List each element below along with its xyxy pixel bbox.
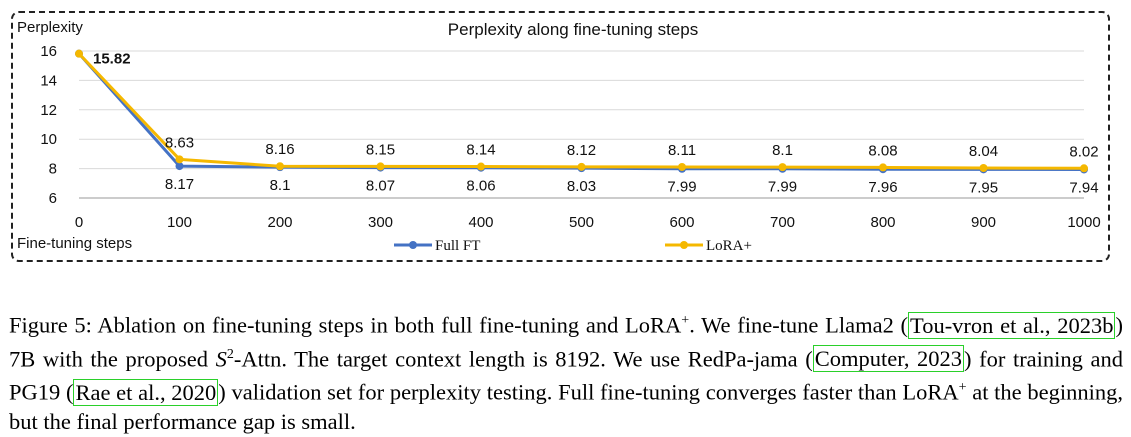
- caption-lead: Figure 5: Ablation on fine-tuning steps …: [9, 312, 682, 338]
- data-point-lora: [1080, 164, 1088, 173]
- citation-link-touvron[interactable]: Tou-vron et al., 2023b: [908, 311, 1116, 339]
- data-label-lora: 8.12: [567, 142, 596, 159]
- chart-title: Perplexity along fine-tuning steps: [448, 20, 698, 39]
- data-label-lora: 8.08: [868, 142, 897, 159]
- x-tick-label: 1000: [1067, 214, 1100, 231]
- data-label-full-ft: 8.1: [270, 177, 291, 194]
- caption-sup-2: +: [958, 380, 967, 395]
- y-tick-label: 6: [49, 190, 57, 207]
- data-point-lora: [75, 49, 83, 58]
- x-tick-label: 900: [971, 214, 996, 231]
- citation-link-rae[interactable]: Rae et al., 2020: [73, 378, 219, 406]
- data-label-full-ft: 8.07: [366, 178, 395, 195]
- data-label-full-ft: 7.95: [969, 179, 998, 196]
- data-point-full-ft: [175, 162, 184, 171]
- x-tick-label: 200: [267, 214, 292, 231]
- legend-label: Full FT: [435, 238, 480, 254]
- caption-part-2: ) 7B with the proposed: [9, 312, 1123, 372]
- y-tick-label: 16: [40, 43, 57, 60]
- legend-swatch-marker: [680, 241, 688, 249]
- data-label-lora: 8.63: [165, 134, 194, 151]
- data-label-lora: 15.82: [93, 51, 131, 68]
- legend-label: LoRA+: [706, 238, 752, 254]
- data-label-lora: 8.04: [969, 143, 998, 160]
- data-point-lora: [979, 164, 988, 173]
- caption-sup-1: +: [681, 313, 690, 328]
- data-point-lora: [577, 162, 586, 171]
- data-point-lora: [376, 162, 385, 171]
- y-tick-label: 10: [40, 131, 57, 148]
- caption-s2-sup: 2: [226, 346, 234, 362]
- caption-s2: S: [215, 346, 227, 371]
- data-label-lora: 8.02: [1069, 143, 1098, 160]
- data-label-lora: 8.1: [772, 142, 793, 159]
- data-label-full-ft: 8.03: [567, 178, 596, 195]
- data-point-lora: [276, 162, 284, 171]
- data-label-lora: 8.14: [466, 142, 495, 159]
- x-tick-label: 800: [870, 214, 895, 231]
- data-point-lora: [477, 162, 485, 171]
- data-label-full-ft: 8.06: [466, 178, 495, 195]
- y-tick-label: 14: [40, 72, 57, 89]
- x-axis-label: Fine-tuning steps: [17, 235, 132, 252]
- legend-swatch-marker: [409, 241, 417, 249]
- x-tick-label: 600: [669, 214, 694, 231]
- figure-caption: Figure 5: Ablation on fine-tuning steps …: [9, 306, 1123, 436]
- data-label-full-ft: 7.96: [868, 179, 897, 196]
- data-label-full-ft: 7.99: [667, 179, 696, 196]
- data-point-lora: [879, 163, 887, 172]
- data-point-lora: [678, 162, 686, 171]
- x-tick-label: 300: [368, 214, 393, 231]
- data-label-full-ft: 7.94: [1069, 179, 1098, 196]
- caption-part-4: ) for training and PG19 (: [9, 346, 1123, 405]
- data-point-lora: [175, 155, 184, 164]
- caption-part-3: -Attn. The target context length is 8192…: [233, 346, 813, 371]
- citation-link-computer[interactable]: Computer, 2023: [812, 345, 965, 372]
- data-label-lora: 8.15: [366, 141, 395, 158]
- data-label-lora: 8.16: [265, 141, 294, 158]
- chart-frame: 6 8 10 12 14 16 0 100 200 300 400 500 600 700 800 900 10…: [11, 11, 1110, 262]
- data-label-lora: 8.11: [668, 142, 696, 159]
- y-tick-label: 12: [40, 102, 57, 119]
- x-tick-label: 0: [75, 214, 83, 231]
- y-axis-label: Perplexity: [17, 19, 83, 36]
- line-chart: 6 8 10 12 14 16 0 100 200 300 400 500 600 700 800 900 10…: [17, 19, 1101, 254]
- caption-part-6: at the beginning, but the final performa…: [9, 379, 1123, 434]
- x-tick-label: 400: [468, 214, 493, 231]
- data-point-lora: [778, 163, 787, 172]
- data-label-full-ft: 7.99: [768, 179, 797, 196]
- data-label-full-ft: 8.17: [165, 176, 194, 193]
- x-tick-label: 100: [167, 214, 192, 231]
- caption-part-5: ) validation set for perplexity testing.…: [218, 379, 959, 405]
- y-tick-label: 8: [49, 161, 57, 178]
- caption-part-1: . We fine-tune Llama2 (: [689, 312, 909, 338]
- x-tick-label: 500: [569, 214, 594, 231]
- x-tick-label: 700: [770, 214, 795, 231]
